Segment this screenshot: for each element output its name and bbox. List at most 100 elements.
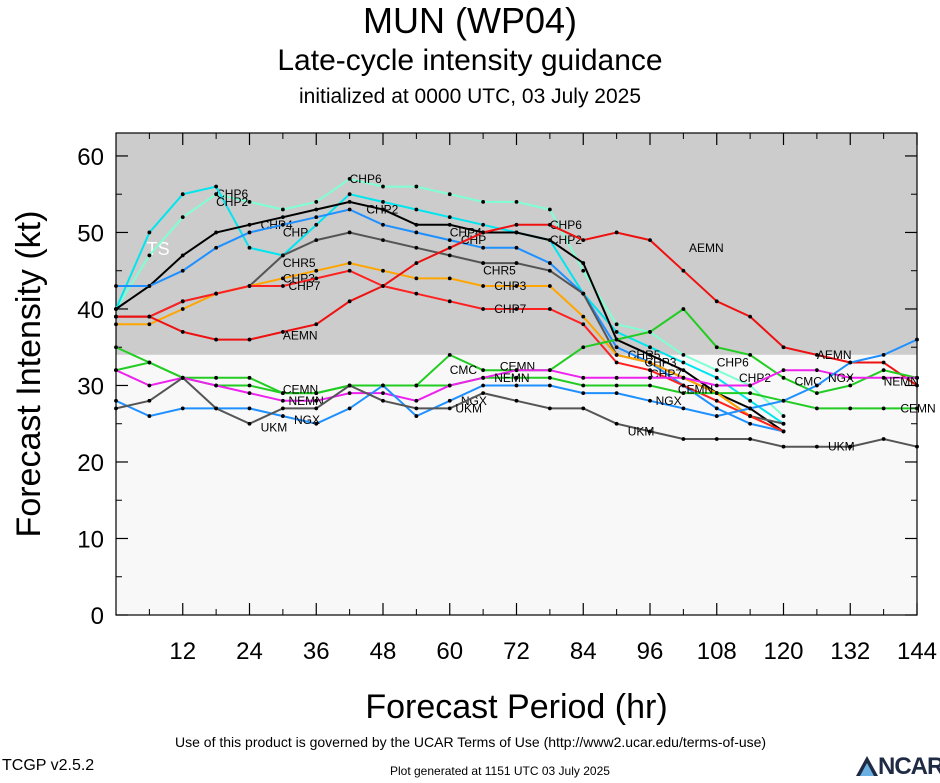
data-point bbox=[447, 192, 452, 197]
data-point bbox=[814, 352, 819, 357]
data-point bbox=[614, 230, 619, 235]
data-point bbox=[280, 406, 285, 411]
data-point bbox=[314, 391, 319, 396]
data-point bbox=[147, 383, 152, 388]
data-point bbox=[514, 199, 519, 204]
data-point bbox=[147, 360, 152, 365]
series-label: NGX bbox=[294, 413, 320, 427]
series-label: CEMN bbox=[678, 382, 713, 396]
series-label: UKM bbox=[261, 421, 288, 435]
chart-title: MUN (WP04) bbox=[363, 0, 577, 41]
data-point bbox=[280, 207, 285, 212]
data-point bbox=[347, 391, 352, 396]
series-label: CHP6 bbox=[550, 218, 582, 232]
data-point bbox=[280, 391, 285, 396]
data-point bbox=[114, 307, 118, 311]
data-point bbox=[648, 330, 652, 334]
series-label: CHR5 bbox=[483, 264, 516, 278]
data-point bbox=[581, 322, 586, 327]
data-point bbox=[381, 199, 385, 204]
data-point bbox=[614, 421, 619, 426]
x-tick-label: 48 bbox=[370, 638, 397, 665]
data-point bbox=[681, 406, 686, 411]
x-tick-label: 132 bbox=[830, 638, 870, 665]
data-point bbox=[280, 330, 285, 334]
data-point bbox=[414, 207, 419, 212]
data-point bbox=[581, 383, 586, 388]
data-point bbox=[314, 398, 319, 403]
data-point bbox=[714, 375, 719, 380]
data-point bbox=[381, 268, 385, 273]
data-point bbox=[147, 314, 152, 319]
data-point bbox=[314, 421, 319, 426]
data-point bbox=[414, 230, 419, 235]
data-point bbox=[280, 253, 285, 258]
data-point bbox=[714, 368, 719, 373]
data-point bbox=[581, 345, 586, 350]
data-point bbox=[414, 245, 419, 250]
data-point bbox=[414, 406, 419, 411]
data-point bbox=[214, 383, 219, 388]
data-point bbox=[614, 352, 619, 357]
data-point bbox=[681, 307, 686, 311]
data-point bbox=[514, 261, 519, 265]
data-point bbox=[648, 360, 652, 365]
data-point bbox=[214, 245, 219, 250]
x-tick-label: 60 bbox=[436, 638, 463, 665]
data-point bbox=[481, 199, 486, 204]
data-point bbox=[648, 398, 652, 403]
data-point bbox=[114, 345, 118, 350]
data-point bbox=[247, 383, 252, 388]
data-point bbox=[547, 406, 552, 411]
data-point bbox=[881, 437, 886, 441]
data-point bbox=[414, 398, 419, 403]
data-point bbox=[781, 421, 786, 426]
data-point bbox=[681, 368, 686, 373]
x-tick-label: 36 bbox=[303, 638, 330, 665]
data-point bbox=[447, 383, 452, 388]
data-point bbox=[147, 253, 152, 258]
data-point bbox=[114, 284, 118, 288]
data-point bbox=[381, 398, 385, 403]
data-point bbox=[581, 261, 586, 265]
data-point bbox=[481, 383, 486, 388]
data-point bbox=[514, 368, 519, 373]
data-point bbox=[180, 375, 185, 380]
data-point bbox=[915, 444, 919, 449]
data-point bbox=[748, 352, 753, 357]
data-point bbox=[881, 352, 886, 357]
data-point bbox=[714, 437, 719, 441]
y-tick-label: 60 bbox=[77, 144, 104, 171]
data-point bbox=[314, 322, 319, 327]
y-tick-label: 10 bbox=[77, 526, 104, 553]
data-point bbox=[681, 375, 686, 380]
data-point bbox=[915, 337, 919, 342]
data-point bbox=[614, 322, 619, 327]
data-point bbox=[280, 276, 285, 281]
data-point bbox=[347, 299, 352, 304]
series-label: CHP bbox=[283, 225, 308, 239]
data-point bbox=[414, 276, 419, 281]
y-tick-label: 40 bbox=[77, 297, 104, 324]
data-point bbox=[414, 414, 419, 418]
data-point bbox=[714, 398, 719, 403]
data-point bbox=[547, 222, 552, 227]
data-point bbox=[214, 291, 219, 296]
intensity-band bbox=[116, 354, 917, 615]
data-point bbox=[614, 383, 619, 388]
series-label: NEMN bbox=[494, 371, 529, 385]
terms-of-use-notice: Use of this product is governed by the U… bbox=[175, 734, 767, 750]
data-point bbox=[848, 383, 853, 388]
data-point bbox=[614, 330, 619, 334]
data-point bbox=[481, 230, 486, 235]
data-point bbox=[581, 391, 586, 396]
data-point bbox=[915, 383, 919, 388]
data-point bbox=[180, 253, 185, 258]
x-tick-label: 120 bbox=[763, 638, 803, 665]
data-point bbox=[280, 222, 285, 227]
series-label: CHP3 bbox=[494, 279, 526, 293]
data-point bbox=[514, 383, 519, 388]
data-point bbox=[547, 268, 552, 273]
data-point bbox=[514, 307, 519, 311]
data-point bbox=[681, 268, 686, 273]
